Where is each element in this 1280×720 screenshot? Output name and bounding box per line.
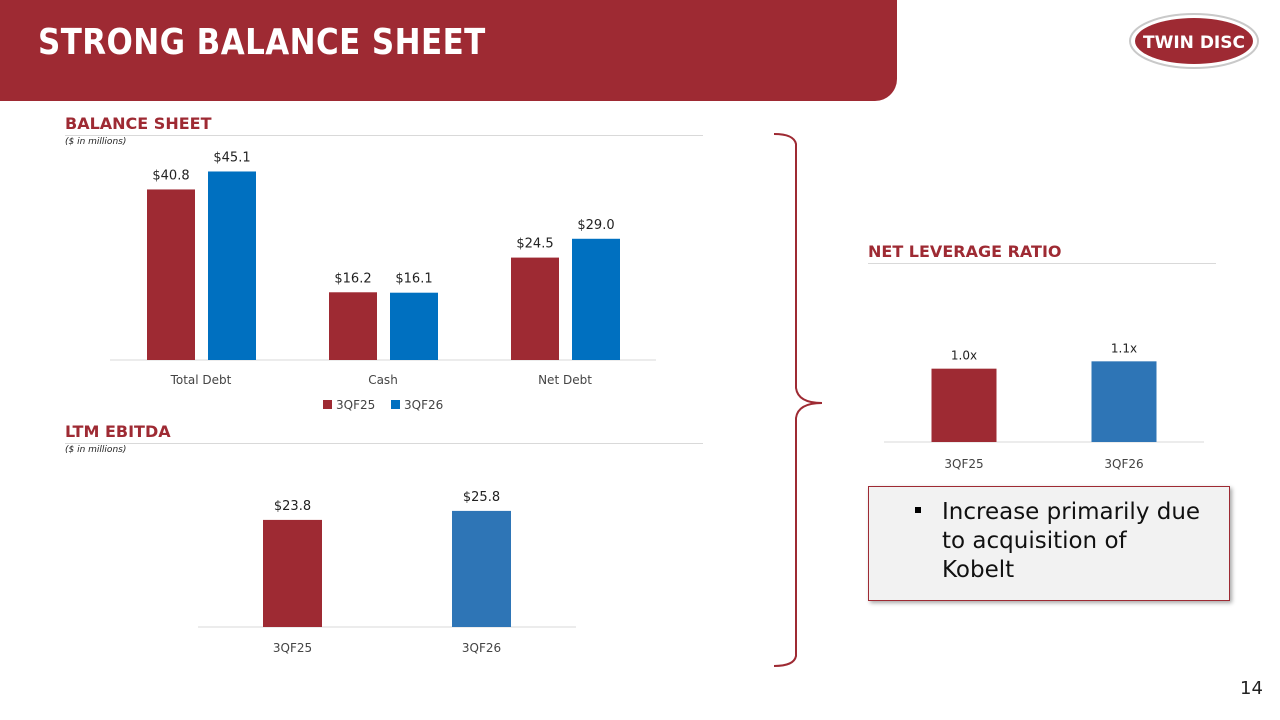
- ebitda-tick-label: 3QF26: [462, 641, 501, 655]
- lev-data-label: 1.1x: [1111, 341, 1137, 355]
- net-leverage-title: NET LEVERAGE RATIO: [868, 242, 1062, 261]
- bs-legend-label: 3QF26: [404, 398, 443, 412]
- ltm-ebitda-rule: [65, 443, 703, 444]
- bs-data-label: $16.2: [334, 271, 371, 286]
- balance-sheet-rule: [65, 135, 703, 136]
- twin-disc-logo: TWIN DISC: [1129, 13, 1259, 69]
- bs-data-label: $24.5: [516, 237, 553, 252]
- bs-bar-total-debt-3qf26: [208, 171, 256, 360]
- bs-bar-cash-3qf25: [329, 292, 377, 360]
- logo-text: TWIN DISC: [1143, 33, 1245, 53]
- bullet-marker: [915, 507, 921, 513]
- balance-sheet-subtitle: ($ in millions): [65, 137, 127, 147]
- ebitda-bar-3qf26: [452, 510, 511, 627]
- ebitda-data-label: $25.8: [463, 490, 500, 505]
- bs-data-label: $40.8: [152, 168, 189, 183]
- bs-legend-label: 3QF25: [336, 398, 375, 412]
- callout-box: Increase primarily due to acquisition of…: [868, 486, 1230, 601]
- bs-legend-swatch: [391, 400, 400, 409]
- ebitda-data-label: $23.8: [274, 499, 311, 514]
- ltm-ebitda-title: LTM EBITDA: [65, 422, 171, 441]
- lev-bar-3qf25: [931, 368, 997, 442]
- bs-data-label: $16.1: [395, 272, 432, 287]
- bs-bar-net-debt-3qf26: [572, 238, 620, 360]
- bs-bar-net-debt-3qf25: [511, 257, 559, 360]
- title-banner: [0, 0, 897, 101]
- lev-tick-label: 3QF26: [1104, 457, 1143, 471]
- bs-bar-total-debt-3qf25: [147, 189, 195, 360]
- bs-tick-label: Cash: [368, 373, 398, 387]
- grouping-bracket: [773, 133, 823, 667]
- ebitda-bar-3qf25: [263, 519, 322, 627]
- callout-text: Increase primarily due to acquisition of…: [942, 499, 1201, 583]
- bs-bar-cash-3qf26: [390, 292, 438, 360]
- bs-legend-swatch: [323, 400, 332, 409]
- bs-tick-label: Net Debt: [538, 373, 592, 387]
- page-number: 14: [1240, 678, 1263, 699]
- bs-data-label: $45.1: [213, 150, 250, 165]
- net-leverage-rule: [868, 263, 1216, 264]
- bs-tick-label: Total Debt: [170, 373, 232, 387]
- lev-tick-label: 3QF25: [944, 457, 983, 471]
- lev-bar-3qf26: [1091, 361, 1157, 442]
- ebitda-tick-label: 3QF25: [273, 641, 312, 655]
- page-title: STRONG BALANCE SHEET: [38, 22, 486, 63]
- ltm-ebitda-subtitle: ($ in millions): [65, 445, 127, 455]
- balance-sheet-title: BALANCE SHEET: [65, 114, 212, 133]
- lev-data-label: 1.0x: [951, 349, 977, 363]
- bs-data-label: $29.0: [577, 218, 614, 233]
